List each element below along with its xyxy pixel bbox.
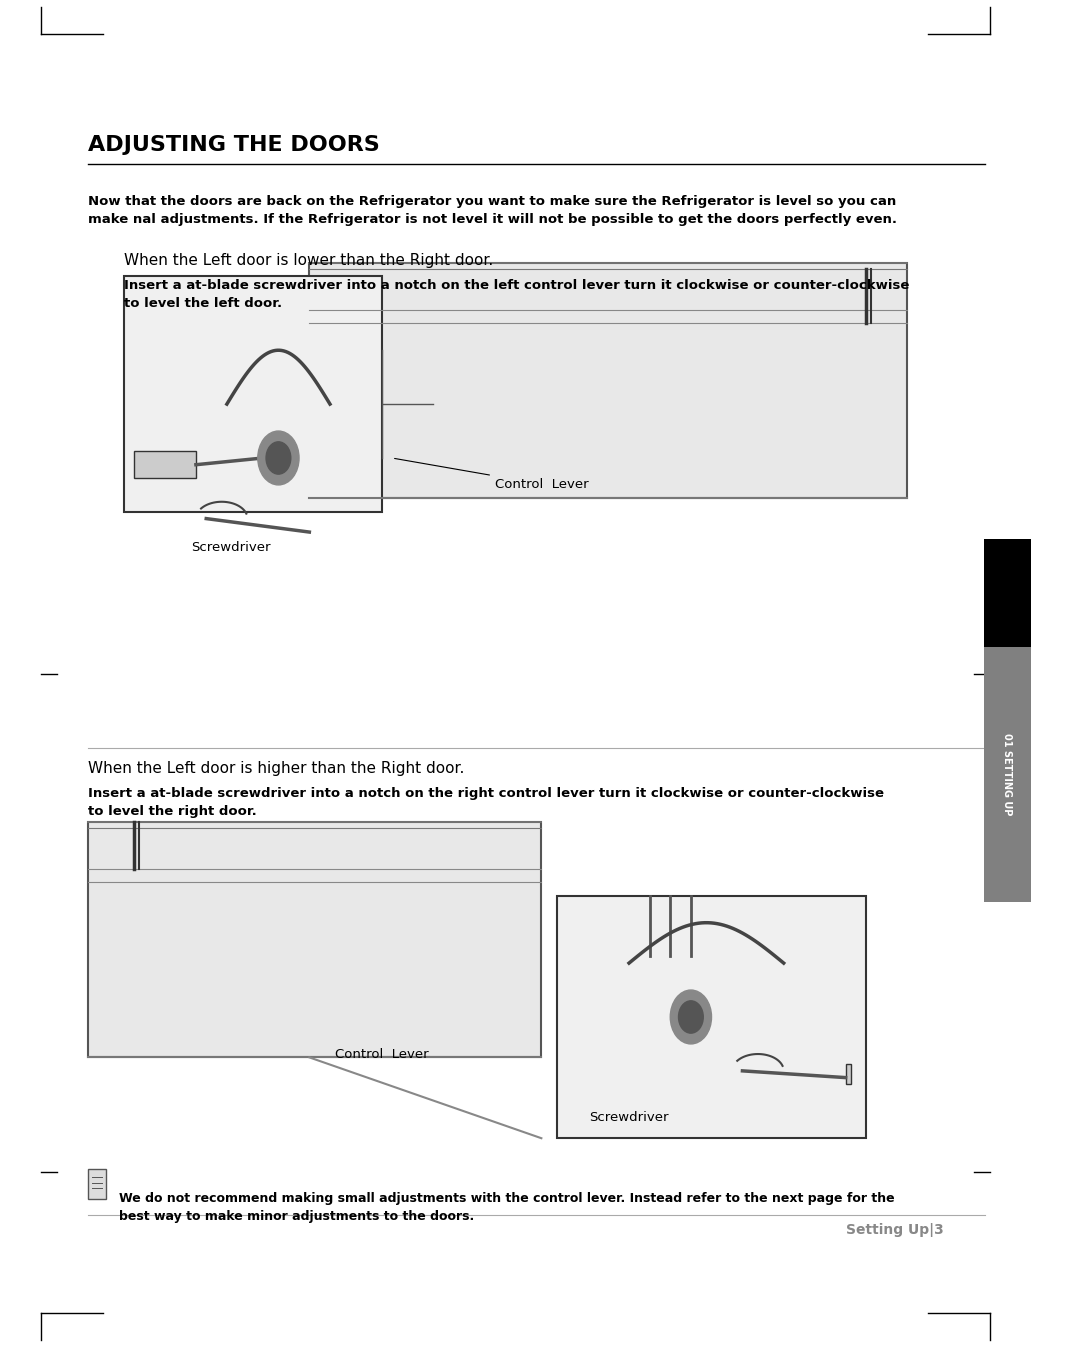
Circle shape bbox=[671, 990, 712, 1044]
Circle shape bbox=[266, 442, 291, 474]
Text: When the Left door is higher than the Right door.: When the Left door is higher than the Ri… bbox=[87, 761, 464, 776]
Bar bbox=[87, 1169, 106, 1199]
Circle shape bbox=[678, 1001, 703, 1033]
Text: Now that the doors are back on the Refrigerator you want to make sure the Refrig: Now that the doors are back on the Refri… bbox=[87, 195, 896, 226]
Text: Screwdriver: Screwdriver bbox=[590, 1111, 669, 1125]
Text: Insert a at-blade screwdriver into a notch on the left control lever turn it clo: Insert a at-blade screwdriver into a not… bbox=[124, 279, 909, 310]
Bar bbox=[87, 822, 541, 1057]
Circle shape bbox=[258, 431, 299, 485]
Text: 01 SETTING UP: 01 SETTING UP bbox=[1002, 733, 1012, 816]
Bar bbox=[984, 539, 1031, 647]
Bar bbox=[984, 647, 1031, 902]
Bar bbox=[846, 1064, 851, 1084]
Bar bbox=[124, 276, 381, 512]
Text: We do not recommend making small adjustments with the control lever. Instead ref: We do not recommend making small adjustm… bbox=[119, 1192, 894, 1223]
Bar bbox=[557, 896, 866, 1138]
Bar bbox=[134, 451, 195, 478]
Text: Screwdriver: Screwdriver bbox=[191, 541, 270, 555]
Text: When the Left door is lower than the Right door.: When the Left door is lower than the Rig… bbox=[124, 253, 492, 268]
Text: ADJUSTING THE DOORS: ADJUSTING THE DOORS bbox=[87, 135, 379, 155]
Bar bbox=[309, 263, 907, 498]
Text: Control  Lever: Control Lever bbox=[394, 458, 589, 490]
Text: Control  Lever: Control Lever bbox=[335, 1048, 429, 1061]
Text: Insert a at-blade screwdriver into a notch on the right control lever turn it cl: Insert a at-blade screwdriver into a not… bbox=[87, 787, 883, 818]
Text: Setting Up|3: Setting Up|3 bbox=[846, 1223, 943, 1237]
